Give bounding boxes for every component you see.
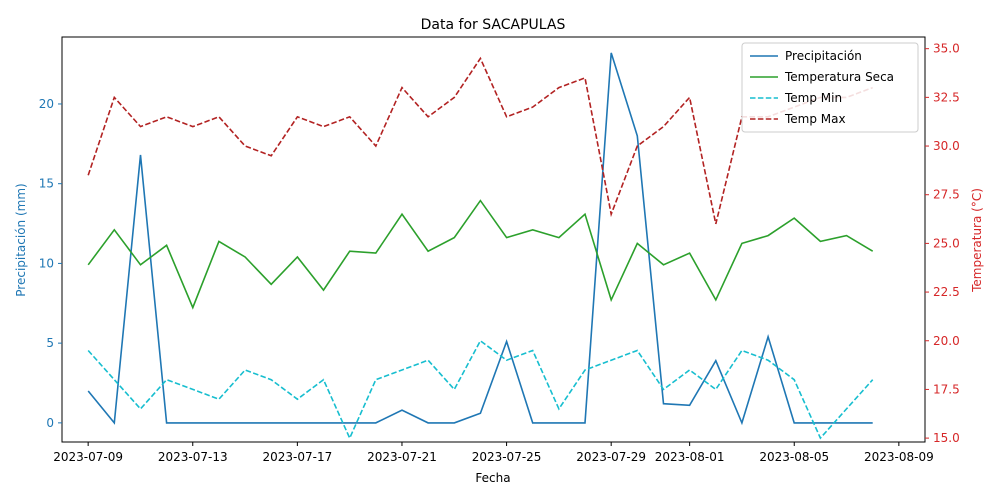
left-tick-label: 15 (39, 177, 54, 191)
left-tick-label: 0 (46, 416, 54, 430)
x-tick-label: 2023-07-25 (472, 450, 542, 464)
left-tick-label: 10 (39, 256, 54, 270)
legend-label-2: Temperatura Seca (784, 70, 894, 84)
x-tick-label: 2023-07-29 (576, 450, 646, 464)
right-tick-label: 35.0 (933, 42, 960, 56)
left-tick-label: 5 (46, 336, 54, 350)
right-tick-label: 30.0 (933, 139, 960, 153)
x-tick-label: 2023-07-09 (53, 450, 123, 464)
right-tick-label: 15.0 (933, 431, 960, 445)
legend: Precipitación Temperatura Seca Temp Min Tem… (741, 42, 919, 133)
plot-frame (61, 36, 926, 443)
x-tick-label: 2023-08-05 (759, 450, 829, 464)
legend-label-4: Temp Max (784, 112, 846, 126)
x-tick-label: 2023-08-09 (864, 450, 934, 464)
series-line-1 (87, 52, 873, 426)
right-tick-label: 20.0 (933, 334, 960, 348)
right-tick-label: 22.5 (933, 285, 960, 299)
right-tick-label: 17.5 (933, 382, 960, 396)
series-line-2 (87, 199, 874, 310)
right-tick-label: 27.5 (933, 188, 960, 202)
left-tick-label: 20 (39, 97, 54, 111)
x-tick-label: 2023-07-17 (262, 450, 332, 464)
x-tick-label: 2023-07-13 (158, 450, 228, 464)
legend-label-1: Precipitación (785, 49, 862, 63)
x-axis-label: Fecha (475, 471, 510, 485)
chart-title: Data for SACAPULAS (421, 17, 566, 33)
x-tick-label: 2023-07-21 (367, 450, 437, 464)
left-axis-label: Precipitación (mm) (14, 183, 28, 296)
legend-box (741, 42, 919, 133)
right-axis-label: Temperatura (°C) (970, 188, 984, 293)
x-tick-label: 2023-08-01 (655, 450, 725, 464)
right-tick-label: 32.5 (933, 90, 960, 104)
right-tick-label: 25.0 (933, 236, 960, 250)
legend-label-3: Temp Min (784, 91, 842, 105)
